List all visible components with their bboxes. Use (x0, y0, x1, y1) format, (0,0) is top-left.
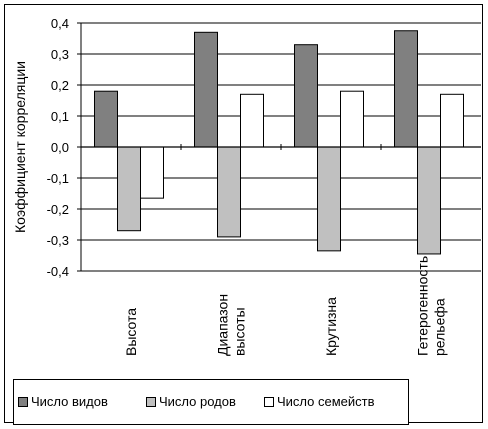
legend-label: Число видов (31, 394, 108, 409)
category-label: Диапазон (215, 294, 231, 356)
bar (294, 44, 318, 148)
bar (340, 90, 364, 148)
category-label: Крутизна (323, 297, 339, 356)
legend-label: Число семейств (277, 394, 375, 409)
y-tick-label: 0,1 (51, 109, 69, 124)
bar (440, 93, 464, 148)
y-tick-label: -0,3 (47, 233, 69, 248)
legend-item: Число видов (18, 394, 108, 409)
bar (394, 30, 418, 148)
category-label: высоты (232, 307, 248, 356)
bar (94, 90, 118, 148)
legend-label: Число родов (159, 394, 236, 409)
y-tick-label: 0,4 (51, 16, 69, 31)
y-tick-label: -0,2 (47, 202, 69, 217)
y-tick-label: 0,2 (51, 78, 69, 93)
y-tick-label: -0,4 (47, 264, 69, 279)
category-label: рельефа (432, 298, 448, 356)
bar (117, 146, 141, 232)
y-tick-label: -0,1 (47, 171, 69, 186)
bar (240, 93, 264, 148)
legend-swatch (18, 396, 28, 407)
legend: Число видов Число родов Число семейств (13, 379, 409, 425)
category-label: Высота (123, 308, 139, 356)
y-axis-title: Коэффициент корреляции (12, 61, 28, 233)
legend-swatch (146, 396, 156, 407)
y-tick-label: 0,3 (51, 47, 69, 62)
bar (417, 146, 441, 255)
legend-item: Число семейств (264, 394, 375, 409)
y-tick-label: 0,0 (51, 140, 69, 155)
legend-item: Число родов (146, 394, 236, 409)
bar-chart: 0,4 0,3 0,2 0,1 0,0 -0,1 -0,2 -0,3 -0,4 Коэффицие… (12, 16, 481, 356)
category-label: Гетерогенность (415, 256, 431, 356)
legend-swatch (264, 396, 274, 407)
bar (217, 146, 241, 238)
bar (140, 146, 164, 199)
bar (194, 31, 218, 148)
bar (317, 146, 341, 252)
chart-frame: 0,4 0,3 0,2 0,1 0,0 -0,1 -0,2 -0,3 -0,4 Коэффицие… (4, 4, 483, 425)
